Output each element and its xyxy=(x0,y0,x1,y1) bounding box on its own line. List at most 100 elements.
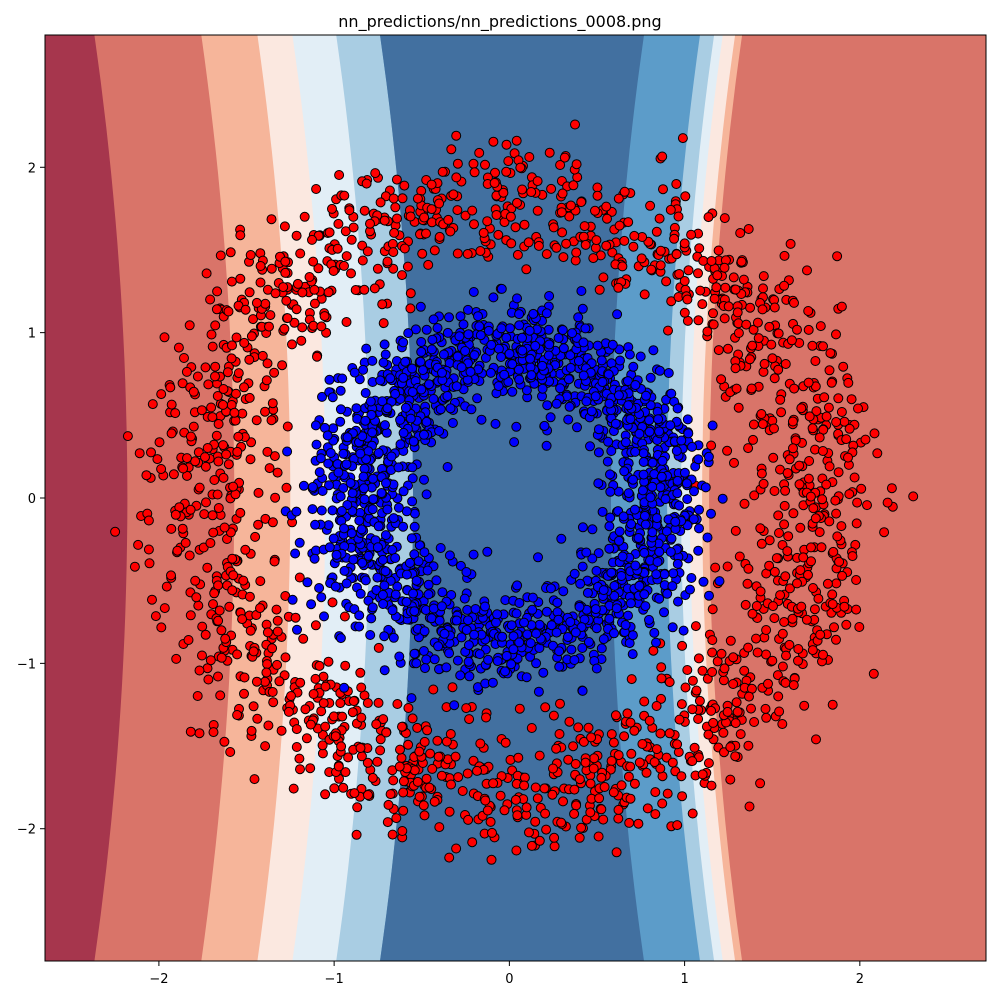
outer-ring-point xyxy=(672,820,683,831)
inner-ring-point xyxy=(644,426,655,437)
outer-ring-point xyxy=(540,702,551,713)
outer-ring-point xyxy=(297,322,308,333)
outer-ring-point xyxy=(388,193,399,204)
inner-ring-point xyxy=(456,362,467,373)
outer-ring-point xyxy=(295,677,306,688)
outer-ring-point xyxy=(272,615,283,626)
outer-ring-point xyxy=(432,735,443,746)
outer-ring-point xyxy=(375,745,386,756)
outer-ring-point xyxy=(282,421,293,432)
outer-ring-point xyxy=(203,379,214,390)
outer-ring-point xyxy=(457,786,468,796)
inner-ring-point xyxy=(512,293,522,304)
outer-ring-point xyxy=(147,594,157,605)
outer-ring-point xyxy=(387,829,398,840)
outer-ring-point xyxy=(530,782,541,793)
outer-ring-point xyxy=(490,167,500,178)
outer-ring-point xyxy=(702,326,713,337)
outer-ring-point xyxy=(173,342,184,353)
outer-ring-point xyxy=(159,332,170,343)
outer-ring-point xyxy=(282,313,293,324)
outer-ring-point xyxy=(521,264,532,275)
outer-ring-point xyxy=(371,719,382,730)
inner-ring-point xyxy=(395,439,406,450)
outer-ring-point xyxy=(227,340,237,351)
outer-ring-point xyxy=(133,539,144,550)
outer-ring-point xyxy=(807,645,818,656)
outer-ring-point xyxy=(212,286,223,297)
outer-ring-point xyxy=(264,463,275,474)
outer-ring-point xyxy=(194,728,205,739)
outer-ring-point xyxy=(686,229,697,240)
outer-ring-point xyxy=(203,674,214,685)
outer-ring-point xyxy=(693,714,704,724)
inner-ring-point xyxy=(700,482,711,493)
inner-ring-point xyxy=(603,369,614,380)
inner-ring-point xyxy=(707,420,718,431)
inner-ring-point xyxy=(576,286,587,296)
inner-ring-point xyxy=(327,392,338,403)
outer-ring-point xyxy=(626,748,637,759)
outer-ring-point xyxy=(804,456,815,466)
outer-ring-point xyxy=(766,339,777,350)
outer-ring-point xyxy=(239,337,250,348)
outer-ring-point xyxy=(602,213,612,224)
inner-ring-point xyxy=(630,380,641,390)
outer-ring-point xyxy=(488,136,499,147)
outer-ring-point xyxy=(280,256,291,267)
inner-ring-point xyxy=(496,352,506,362)
outer-ring-point xyxy=(453,772,464,783)
inner-ring-point xyxy=(415,301,426,312)
inner-ring-point xyxy=(377,554,388,565)
inner-ring-point xyxy=(472,393,483,404)
inner-ring-point xyxy=(513,364,524,375)
inner-ring-point xyxy=(380,420,390,431)
outer-ring-point xyxy=(283,706,294,717)
outer-ring-point xyxy=(854,622,865,632)
outer-ring-point xyxy=(318,698,329,709)
outer-ring-point xyxy=(534,750,545,761)
outer-ring-point xyxy=(185,610,196,621)
outer-ring-point xyxy=(673,211,684,222)
inner-ring-point xyxy=(693,545,704,556)
outer-ring-point xyxy=(748,419,759,430)
outer-ring-point xyxy=(693,315,704,326)
outer-ring-point xyxy=(826,377,837,388)
outer-ring-point xyxy=(749,717,760,727)
inner-ring-point xyxy=(593,478,604,489)
outer-ring-point xyxy=(412,722,423,733)
outer-ring-point xyxy=(495,790,506,801)
outer-ring-point xyxy=(327,203,337,214)
inner-ring-point xyxy=(485,367,496,378)
inner-ring-point xyxy=(604,398,615,409)
outer-ring-point xyxy=(512,249,523,260)
inner-ring-point xyxy=(694,523,704,534)
inner-ring-point xyxy=(377,589,388,600)
outer-ring-point xyxy=(309,298,320,309)
outer-ring-point xyxy=(178,463,189,474)
outer-ring-point xyxy=(448,189,459,200)
inner-ring-point xyxy=(379,665,390,676)
outer-ring-point xyxy=(514,703,525,714)
outer-ring-point xyxy=(723,301,734,312)
outer-ring-point xyxy=(808,583,818,593)
outer-ring-point xyxy=(244,287,255,298)
outer-ring-point xyxy=(312,351,322,362)
outer-ring-point xyxy=(356,712,367,723)
outer-ring-point xyxy=(703,758,714,769)
outer-ring-point xyxy=(251,297,262,308)
inner-ring-point xyxy=(357,557,368,568)
inner-ring-point xyxy=(325,448,336,458)
outer-ring-point xyxy=(827,699,838,710)
outer-ring-point xyxy=(180,537,191,548)
inner-ring-point xyxy=(570,627,581,638)
outer-ring-point xyxy=(388,247,399,258)
outer-ring-point xyxy=(461,703,472,714)
inner-ring-point xyxy=(409,606,420,617)
outer-ring-point xyxy=(309,284,320,295)
inner-ring-point xyxy=(656,471,667,482)
chart-title: nn_predictions/nn_predictions_0008.png xyxy=(338,12,662,31)
outer-ring-point xyxy=(398,805,409,816)
outer-ring-point xyxy=(500,737,511,748)
outer-ring-point xyxy=(707,604,718,615)
